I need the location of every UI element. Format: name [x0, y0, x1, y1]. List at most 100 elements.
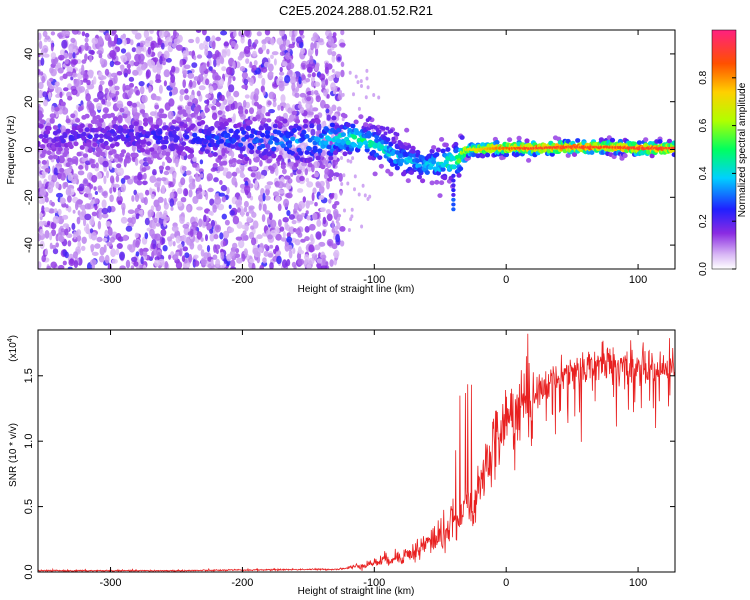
- spectrogram-noise-cell: [120, 55, 128, 63]
- spectrogram-noise-cell: [84, 37, 89, 43]
- spectrogram-noise-cell: [93, 186, 97, 191]
- spectrogram-ridge-cell: [209, 139, 215, 144]
- spectrogram-ridge-cell: [340, 132, 346, 138]
- spectrogram-noise-cell: [131, 256, 138, 262]
- spectrogram-noise-cell: [45, 196, 49, 203]
- spectrogram-noise-cell: [108, 79, 114, 87]
- spectrogram-noise-cell: [183, 262, 191, 269]
- spectrogram-noise-cell: [149, 80, 154, 85]
- spectrogram-noise-cell: [134, 232, 139, 239]
- spectrogram-noise-cell: [155, 73, 161, 82]
- spectrogram-noise-cell: [175, 235, 181, 244]
- spectrogram-noise-cell: [263, 244, 268, 249]
- spectrogram-noise-cell: [323, 89, 328, 97]
- spectrogram-noise-cell: [273, 58, 277, 66]
- spectrogram-ridge-cell: [249, 149, 255, 155]
- spectrogram-ridge-cell: [260, 143, 266, 149]
- spectrogram-ridge-cell: [105, 145, 111, 151]
- spectrogram-noise-cell: [321, 78, 326, 86]
- spectrogram-noise-cell: [49, 67, 54, 74]
- spectrogram-noise-cell: [196, 231, 203, 240]
- snr-y-multiplier-base: (x10: [8, 342, 19, 362]
- spectrogram-noise-cell: [365, 76, 369, 81]
- spectrogram-noise-cell: [139, 85, 145, 95]
- spectrogram-ridge-cell: [98, 118, 104, 123]
- spectrogram-noise-cell: [326, 213, 333, 222]
- spectrogram-noise-cell: [210, 259, 214, 266]
- spectrogram-branch-cell: [451, 183, 456, 188]
- spectrogram-ridge-cell: [364, 147, 370, 153]
- spectrogram-ridge-cell: [109, 112, 115, 118]
- spectrogram-noise-cell: [241, 84, 249, 90]
- spectrogram-ridge-cell: [307, 157, 313, 162]
- spectrogram-noise-cell: [262, 192, 266, 202]
- spectrogram-noise-cell: [243, 206, 248, 213]
- spectrogram-noise-cell: [335, 234, 340, 243]
- spectrogram-noise-cell: [287, 62, 295, 70]
- spectrogram-noise-cell: [120, 216, 128, 224]
- spectrogram-noise-cell: [275, 233, 282, 241]
- spectrogram-noise-cell: [52, 215, 60, 224]
- spectrogram-noise-cell: [201, 190, 206, 196]
- spectrogram-branch-cell: [395, 132, 400, 137]
- spectrogram-noise-cell: [238, 30, 242, 37]
- spectrogram-noise-cell: [119, 251, 125, 261]
- spectrogram-noise-cell: [52, 248, 59, 255]
- spectrogram-noise-cell: [251, 237, 257, 246]
- spectrogram-noise-cell: [307, 200, 314, 205]
- spectrogram-noise-cell: [279, 66, 283, 73]
- spectrogram-noise-cell: [304, 254, 310, 261]
- spectrogram-noise-cell: [109, 50, 116, 58]
- spectrogram-ridge-cell: [315, 155, 321, 161]
- spectrogram-noise-cell: [41, 205, 45, 214]
- spectrogram-noise-cell: [68, 51, 73, 60]
- spectrogram-noise-cell: [125, 259, 131, 269]
- spectrogram-noise-cell: [148, 59, 156, 69]
- spectrogram-noise-cell: [319, 73, 326, 81]
- spectrogram-noise-cell: [264, 36, 272, 42]
- spectrogram-noise-cell: [208, 210, 213, 215]
- spectrogram-noise-cell: [48, 181, 55, 188]
- spectrogram-noise-cell: [171, 225, 179, 232]
- spectrogram-noise-cell: [262, 257, 267, 264]
- spectrogram-noise-cell: [282, 217, 289, 223]
- spectrogram-noise-cell: [330, 109, 333, 114]
- spectrogram-noise-cell: [104, 254, 110, 264]
- spectrogram-noise-cell: [337, 71, 341, 76]
- spectrogram-noise-cell: [327, 75, 334, 82]
- spectrogram-x-tick-label: -100: [363, 274, 385, 286]
- spectrogram-ridge-cell: [451, 164, 457, 170]
- spectrogram-noise-cell: [93, 98, 99, 103]
- spectrogram-noise-cell: [286, 236, 293, 243]
- spectrogram-noise-cell: [207, 187, 214, 193]
- spectrogram-noise-cell: [265, 143, 271, 150]
- spectrogram-ridge-cell: [139, 109, 146, 114]
- spectrogram-noise-cell: [179, 247, 183, 257]
- spectrogram-ridge-cell: [211, 105, 217, 111]
- spectrogram-noise-cell: [59, 125, 67, 134]
- spectrogram-noise-cell: [71, 222, 76, 231]
- spectrogram-noise-cell: [289, 76, 297, 85]
- spectrogram-ridge-cell: [302, 118, 309, 124]
- spectrogram-noise-cell: [337, 217, 341, 221]
- spectrogram-noise-cell: [259, 264, 264, 269]
- spectrogram-noise-cell: [239, 183, 246, 189]
- spectrogram-ridge-cell: [46, 125, 52, 131]
- spectrogram-x-tick-label: 0: [503, 274, 509, 286]
- spectrogram-ridge-cell: [571, 152, 578, 158]
- spectrogram-ridge-cell: [514, 152, 521, 157]
- spectrogram-ridge-cell: [103, 140, 109, 146]
- spectrogram-noise-cell: [220, 251, 225, 260]
- spectrogram-ridge-cell: [165, 165, 171, 171]
- spectrogram-noise-cell: [249, 61, 253, 68]
- spectrogram-noise-cell: [131, 195, 135, 202]
- spectrogram-noise-cell: [107, 226, 113, 236]
- spectrogram-ridge-cell: [296, 169, 302, 175]
- snr-x-ticks: -300 -200 -100 0 100: [100, 330, 647, 589]
- spectrogram-noise-cell: [331, 51, 337, 57]
- spectrogram-ridge-cell: [98, 133, 104, 139]
- spectrogram-noise-cell: [49, 85, 56, 90]
- spectrogram-noise-cell: [282, 231, 286, 239]
- spectrogram-noise-cell: [290, 172, 294, 177]
